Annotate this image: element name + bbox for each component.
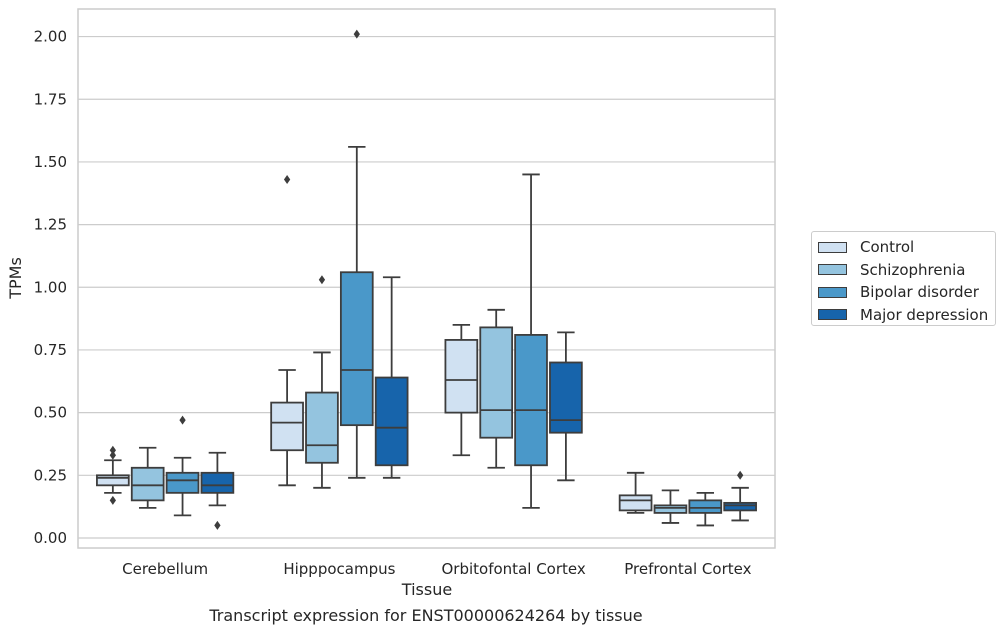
- legend-label-bipolar-disorder: Bipolar disorder: [860, 283, 979, 302]
- x-tick-label-cerebellum: Cerebellum: [122, 560, 208, 578]
- legend-item-control: Control: [818, 236, 995, 259]
- y-tick-labels: 0.00 0.25 0.50 0.75 1.00 1.25 1.50 1.75 2.00: [34, 28, 67, 547]
- outlier-point: [109, 445, 116, 455]
- box-body: [200, 471, 235, 494]
- legend-label-major-depression: Major depression: [860, 305, 989, 324]
- box-body: [305, 391, 339, 464]
- box-body: [723, 501, 757, 512]
- box-body: [374, 376, 409, 467]
- outlier-point: [353, 29, 360, 39]
- plot-frame: [77, 8, 776, 549]
- outlier-point: [737, 470, 744, 480]
- box-bipolar-disorder-hipppocampus: [339, 29, 374, 479]
- y-tick-label: 0.75: [34, 341, 67, 359]
- box-bipolar-disorder-cerebellum: [165, 415, 200, 517]
- box-major-depression-orbitofontal-cortex: [549, 331, 583, 482]
- outlier-point: [109, 450, 116, 460]
- box-body: [339, 271, 374, 427]
- y-tick-label: 0.25: [34, 466, 67, 484]
- outlier-point: [179, 415, 186, 425]
- box-control-prefrontal-cortex: [618, 471, 653, 514]
- legend-label-control: Control: [860, 238, 915, 257]
- outlier-point: [214, 520, 221, 530]
- box-body: [96, 474, 130, 487]
- chart-caption: Transcript expression for ENST0000062426…: [209, 606, 643, 625]
- legend-swatch-bipolar-disorder: [818, 286, 847, 298]
- legend-item-bipolar-disorder: Bipolar disorder: [818, 281, 995, 304]
- y-tick-label: 1.00: [34, 278, 67, 296]
- y-tick-label: 0.50: [34, 404, 67, 422]
- outlier-point: [283, 174, 291, 184]
- box-schizophrenia-cerebellum: [130, 446, 165, 509]
- box-body: [514, 334, 548, 467]
- y-tick-label: 1.75: [34, 90, 67, 108]
- box-major-depression-cerebellum: [200, 451, 235, 530]
- x-tick-label-prefrontal-cortex: Prefrontal Cortex: [624, 560, 751, 578]
- box-control-cerebellum: [96, 445, 130, 505]
- box-body: [165, 471, 200, 494]
- legend-label-schizophrenia: Schizophrenia: [860, 260, 966, 279]
- box-major-depression-hipppocampus: [374, 276, 409, 479]
- box-bipolar-disorder-orbitofontal-cortex: [514, 173, 548, 509]
- x-axis-title: Tissue: [401, 580, 452, 599]
- y-tick-label: 1.25: [34, 216, 67, 234]
- box-body: [479, 326, 514, 439]
- box-schizophrenia-orbitofontal-cortex: [479, 308, 514, 469]
- box-body: [653, 504, 688, 514]
- outlier-point: [318, 275, 326, 285]
- box-major-depression-prefrontal-cortex: [723, 470, 757, 522]
- legend-item-schizophrenia: Schizophrenia: [818, 259, 995, 282]
- legend-swatch-control: [818, 241, 847, 253]
- outlier-point: [109, 495, 116, 505]
- y-tick-label: 2.00: [34, 28, 67, 46]
- box-series: [96, 29, 757, 530]
- y-axis-title: TPMs: [6, 257, 25, 300]
- box-bipolar-disorder-prefrontal-cortex: [688, 491, 723, 527]
- x-tick-label-orbitofontal-cortex: Orbitofontal Cortex: [442, 560, 586, 578]
- box-body: [618, 494, 653, 512]
- box-body: [444, 339, 479, 414]
- box-control-orbitofontal-cortex: [444, 323, 479, 457]
- box-schizophrenia-hipppocampus: [305, 275, 339, 489]
- legend: Control Schizophrenia Bipolar disorder M…: [811, 231, 996, 326]
- legend-item-major-depression: Major depression: [818, 304, 995, 327]
- legend-swatch-schizophrenia: [818, 264, 847, 276]
- y-tick-label: 1.50: [34, 153, 67, 171]
- box-body: [130, 466, 165, 502]
- y-tick-label: 0.00: [34, 529, 67, 547]
- box-control-hipppocampus: [270, 174, 304, 487]
- legend-swatch-major-depression: [818, 309, 847, 321]
- box-body: [688, 499, 723, 514]
- box-body: [549, 361, 583, 434]
- box-body: [270, 401, 304, 452]
- x-tick-label-hipppocampus: Hipppocampus: [283, 560, 395, 578]
- x-tick-labels: Cerebellum Hipppocampus Orbitofontal Corte…: [122, 560, 751, 578]
- box-schizophrenia-prefrontal-cortex: [653, 489, 688, 524]
